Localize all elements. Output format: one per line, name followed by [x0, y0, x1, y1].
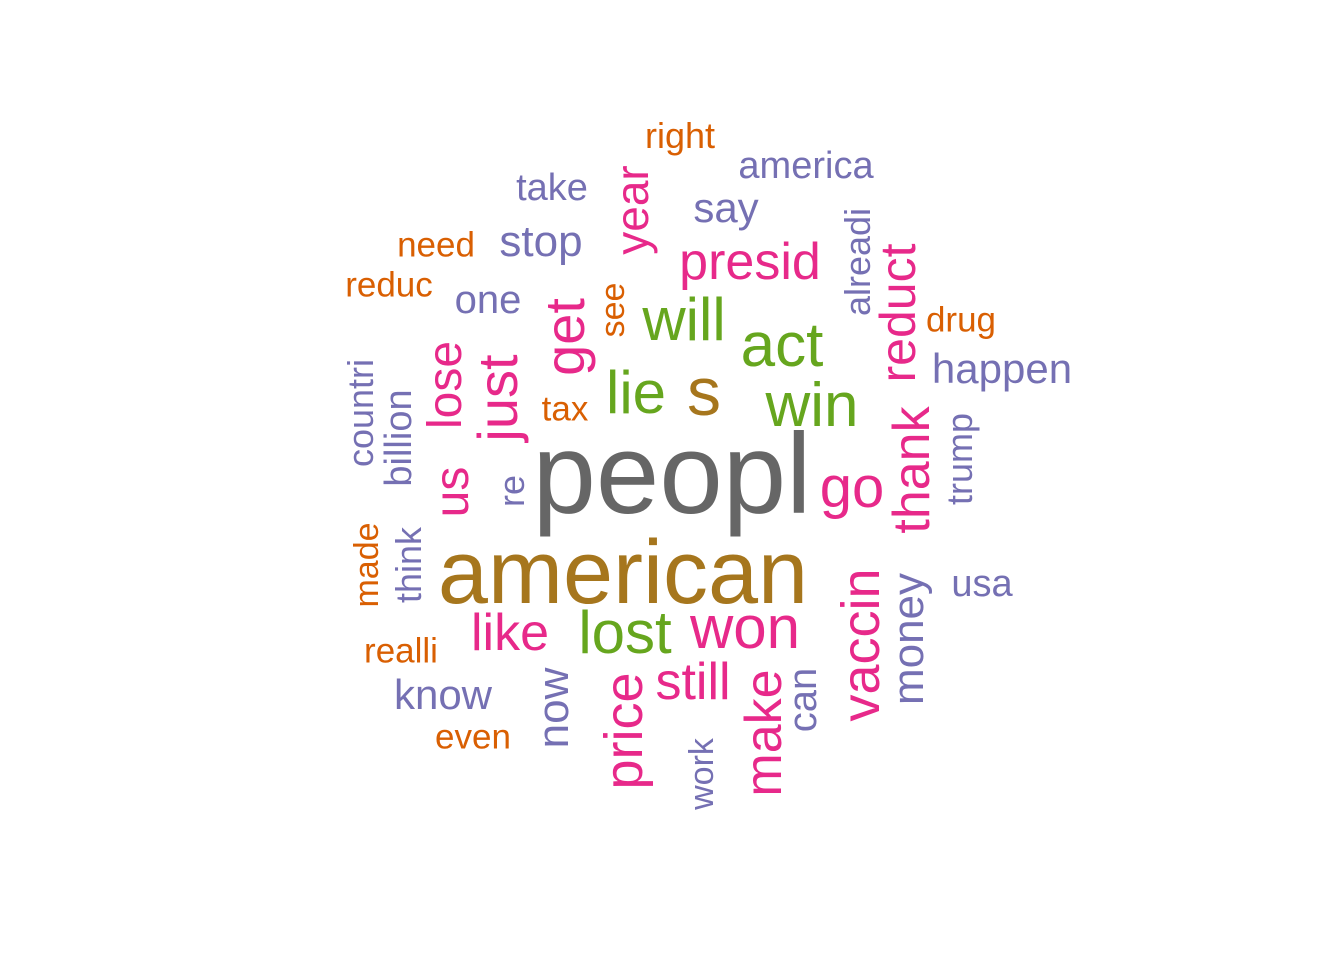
word-lose: lose [419, 340, 472, 430]
word-just: just [466, 354, 529, 442]
word-presid: presid [679, 233, 821, 291]
word-us: us [426, 466, 479, 518]
word-get: get [533, 298, 596, 376]
word-act: act [740, 311, 824, 380]
word-usa: usa [951, 563, 1013, 605]
word-stop: stop [499, 217, 583, 266]
word-need: need [397, 225, 475, 265]
word-billion: billion [378, 389, 420, 487]
word-reduct: reduct [870, 243, 926, 383]
word-thank: thank [883, 406, 941, 534]
word-reduc: reduc [345, 265, 433, 305]
word-tax: tax [541, 389, 589, 429]
word-vaccin: vaccin [831, 568, 891, 722]
word-like: like [470, 604, 550, 662]
word-won: won [689, 594, 801, 661]
word-re: re [491, 474, 532, 508]
word-one: one [454, 278, 522, 322]
word-drug: drug [925, 300, 997, 340]
word-america: america [738, 145, 874, 187]
word-happen: happen [931, 345, 1073, 392]
word-peopl: peopl [532, 411, 812, 538]
word-trump: trump [939, 412, 980, 506]
word-still: still [655, 653, 731, 711]
word-american: american [437, 523, 809, 623]
word-s: s [687, 354, 721, 430]
word-even: even [435, 717, 511, 757]
word-know: know [393, 671, 493, 718]
word-work: work [683, 738, 721, 810]
word-price: price [594, 672, 654, 790]
word-made: made [348, 522, 386, 608]
word-year: year [606, 165, 658, 255]
word-right: right [644, 115, 716, 156]
word-realli: realli [364, 631, 438, 671]
word-say: say [693, 184, 759, 231]
word-lie: lie [605, 359, 667, 426]
word-lost: lost [578, 599, 672, 666]
word-win: win [765, 371, 859, 440]
word-go: go [819, 455, 885, 520]
word-see: see [594, 282, 632, 338]
word-money: money [884, 572, 933, 706]
word-alreadi: alreadi [837, 207, 878, 317]
word-take: take [516, 167, 588, 209]
word-think: think [388, 526, 429, 604]
word-now: now [529, 667, 578, 749]
word-countri: countri [340, 358, 381, 468]
word-can: can [781, 667, 825, 733]
word-will: will [642, 286, 726, 353]
